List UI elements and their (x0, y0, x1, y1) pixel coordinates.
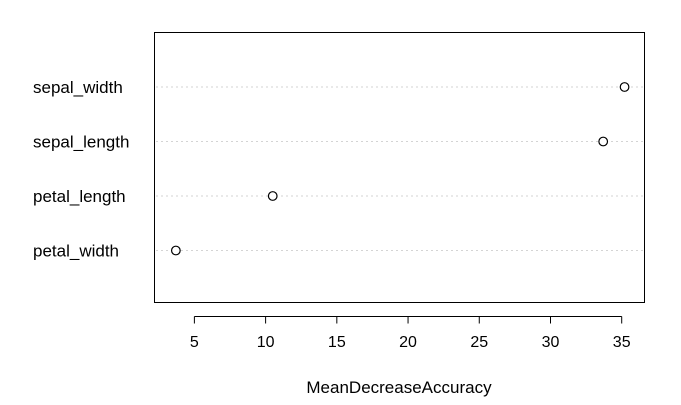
data-point (170, 245, 181, 256)
category-label: sepal_length (33, 133, 129, 152)
data-point (598, 136, 609, 147)
category-label: petal_length (33, 187, 126, 206)
data-point (267, 191, 278, 201)
x-tick-label: 35 (613, 334, 631, 351)
x-tick-label: 5 (190, 334, 199, 351)
category-label: sepal_width (33, 78, 123, 97)
x-axis: 5 10 15 20 25 30 35 (190, 316, 631, 351)
x-axis-title: MeanDecreaseAccuracy (306, 378, 492, 397)
x-tick-label: 25 (470, 334, 488, 351)
data-point (619, 82, 630, 92)
x-tick-label: 30 (542, 334, 560, 351)
plot-frame (154, 32, 645, 303)
x-tick-label: 10 (257, 334, 275, 351)
x-tick-label: 15 (328, 334, 346, 351)
category-label: petal_width (33, 242, 119, 261)
x-tick-label: 20 (399, 334, 417, 351)
chart-rows: sepal_width sepal_length petal_lengthpetal… (33, 78, 643, 261)
